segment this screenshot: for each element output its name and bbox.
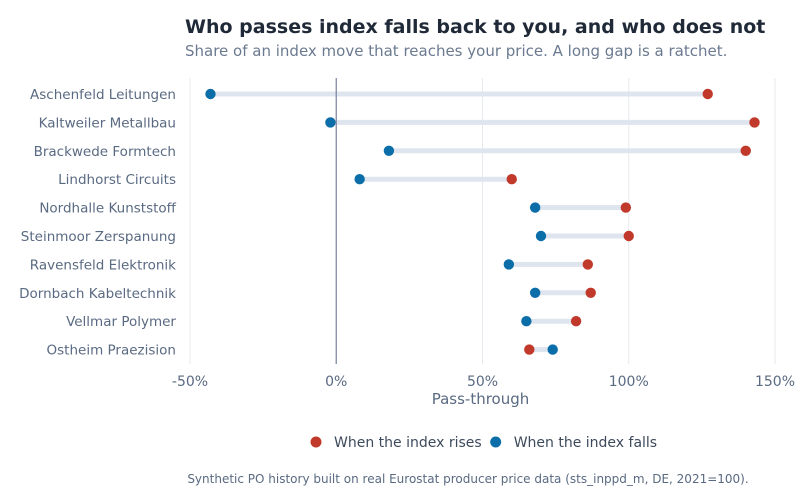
category-label: Dornbach Kabeltechnik <box>19 286 176 302</box>
point-index-falls <box>354 174 365 185</box>
point-index-rises <box>740 145 751 156</box>
category-labels: Aschenfeld Leitungen Kaltweiler Metallbau… <box>19 87 177 359</box>
category-label: Nordhalle Kunststoff <box>39 201 176 217</box>
chart-subtitle: Share of an index move that reaches your… <box>185 42 727 60</box>
point-index-rises <box>749 117 760 128</box>
category-label: Lindhorst Circuits <box>58 172 176 188</box>
point-index-rises <box>506 174 517 185</box>
grid-lines <box>189 78 776 364</box>
x-tick-labels: -50% 0% 50% 100% 150% <box>172 374 795 390</box>
x-tick-label: 150% <box>755 374 795 390</box>
legend-swatch-rises <box>310 436 322 448</box>
point-index-rises <box>570 316 582 327</box>
x-tick-label: 100% <box>609 374 649 390</box>
point-index-falls <box>205 88 216 100</box>
point-index-falls <box>325 117 336 128</box>
point-index-rises <box>524 344 535 355</box>
x-tick-label: 0% <box>325 374 347 390</box>
legend-swatch-falls <box>490 436 502 448</box>
legend-label-rises: When the index rises <box>334 435 482 451</box>
x-tick-label: -50% <box>172 374 208 390</box>
chart-title: Who passes index falls back to you, and … <box>185 16 765 38</box>
legend: When the index rises When the index falls <box>310 435 657 451</box>
point-index-falls <box>521 316 532 327</box>
x-axis-title: Pass-through <box>432 390 530 408</box>
category-label: Steinmoor Zerspanung <box>21 229 176 245</box>
point-index-falls <box>383 145 395 156</box>
category-label: Ostheim Praezision <box>47 343 176 359</box>
point-index-falls <box>535 230 547 242</box>
point-index-rises <box>620 202 632 213</box>
point-index-falls <box>529 202 541 213</box>
chart-caption: Synthetic PO history built on real Euros… <box>187 472 748 486</box>
category-label: Vellmar Polymer <box>66 314 176 330</box>
category-label: Ravensfeld Elektronik <box>30 257 176 273</box>
point-index-rises <box>585 287 596 298</box>
category-label: Kaltweiler Metallbau <box>39 115 176 131</box>
point-index-rises <box>702 88 713 100</box>
category-label: Brackwede Formtech <box>34 144 176 160</box>
point-index-falls <box>529 287 541 298</box>
point-index-rises <box>582 259 593 270</box>
legend-label-falls: When the index falls <box>514 435 657 451</box>
point-index-rises <box>623 230 634 242</box>
data-points <box>205 88 760 355</box>
category-label: Aschenfeld Leitungen <box>30 87 176 103</box>
point-index-falls <box>547 344 558 355</box>
point-index-falls <box>503 259 515 270</box>
x-tick-label: 50% <box>467 374 498 390</box>
